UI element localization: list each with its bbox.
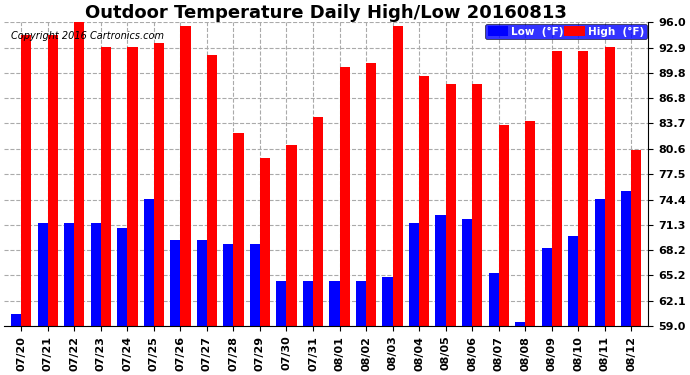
Bar — [578, 51, 588, 326]
Bar — [260, 158, 270, 326]
Bar — [499, 125, 509, 326]
Bar — [250, 244, 260, 326]
Bar — [144, 199, 154, 326]
Bar — [48, 34, 58, 326]
Title: Outdoor Temperature Daily High/Low 20160813: Outdoor Temperature Daily High/Low 20160… — [86, 4, 567, 22]
Bar — [604, 47, 615, 326]
Bar — [435, 215, 446, 326]
Bar — [621, 190, 631, 326]
Bar — [393, 26, 402, 326]
Bar — [525, 121, 535, 326]
Bar — [286, 146, 297, 326]
Bar — [339, 68, 350, 326]
Bar — [75, 22, 84, 326]
Bar — [21, 34, 32, 326]
Text: Copyright 2016 Cartronics.com: Copyright 2016 Cartronics.com — [10, 32, 164, 42]
Bar — [170, 240, 181, 326]
Bar — [419, 76, 429, 326]
Bar — [595, 199, 604, 326]
Bar — [366, 63, 376, 326]
Bar — [472, 84, 482, 326]
Bar — [224, 244, 233, 326]
Bar — [489, 273, 499, 326]
Bar — [515, 322, 525, 326]
Bar — [64, 224, 75, 326]
Bar — [303, 281, 313, 326]
Bar — [462, 219, 472, 326]
Bar — [38, 224, 48, 326]
Bar — [446, 84, 455, 326]
Bar — [542, 248, 551, 326]
Bar — [233, 133, 244, 326]
Legend: Low  (°F), High  (°F): Low (°F), High (°F) — [485, 24, 647, 39]
Bar — [154, 43, 164, 326]
Bar — [356, 281, 366, 326]
Bar — [277, 281, 286, 326]
Bar — [91, 224, 101, 326]
Bar — [382, 277, 393, 326]
Bar — [117, 228, 128, 326]
Bar — [631, 150, 641, 326]
Bar — [313, 117, 323, 326]
Bar — [197, 240, 207, 326]
Bar — [329, 281, 339, 326]
Bar — [11, 314, 21, 326]
Bar — [128, 47, 137, 326]
Bar — [409, 224, 419, 326]
Bar — [101, 47, 111, 326]
Bar — [181, 26, 190, 326]
Bar — [551, 51, 562, 326]
Bar — [207, 55, 217, 326]
Bar — [568, 236, 578, 326]
